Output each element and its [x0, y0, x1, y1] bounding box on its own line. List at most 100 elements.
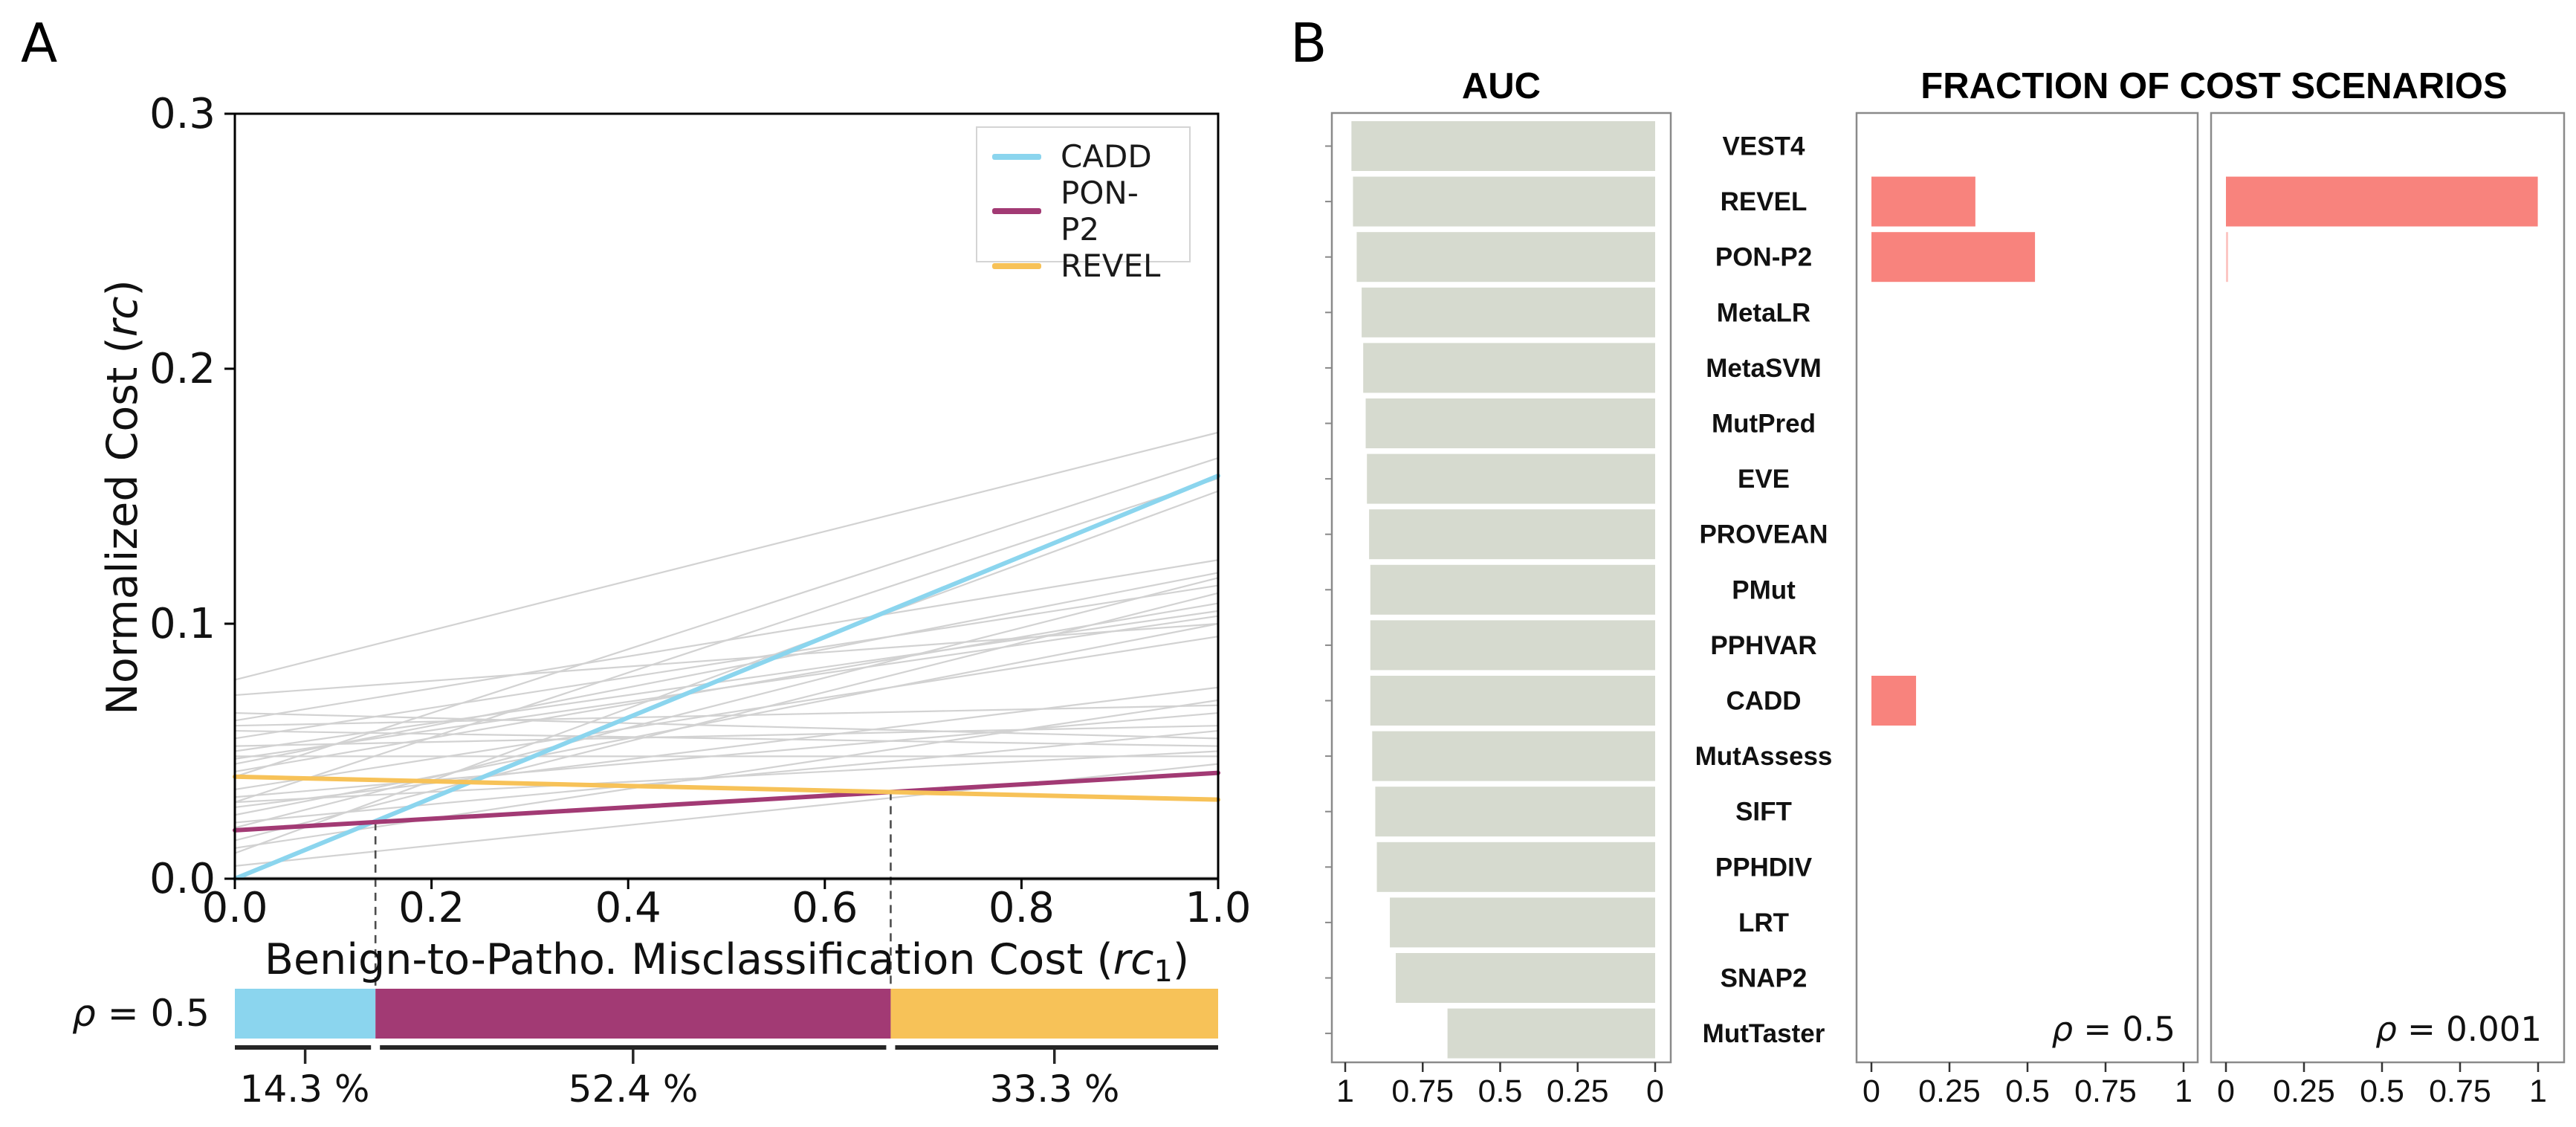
tool-label-PPHDIV: PPHDIV	[1715, 853, 1813, 882]
rho-annotation-value: = 0.001	[2396, 1010, 2542, 1049]
tool-label-PROVEAN: PROVEAN	[1699, 520, 1828, 549]
tool-label-SNAP2: SNAP2	[1721, 964, 1808, 993]
chart-frame	[2210, 112, 2566, 1064]
legend-row-cadd: CADD	[992, 138, 1174, 175]
ponp2-line-icon	[992, 208, 1041, 214]
auc-bar-PMut	[1370, 564, 1655, 615]
x-tick-label: 0.25	[2273, 1073, 2335, 1109]
y-tick-label: 0.1	[149, 600, 216, 648]
x-tick-label: 1	[1336, 1073, 1354, 1109]
fraction-bar-REVEL	[2226, 176, 2538, 227]
revel-line-icon	[992, 262, 1041, 269]
x-tick-label: 0.5	[1478, 1073, 1523, 1109]
scenario-line	[234, 711, 1219, 740]
panel-a-ylabel: Normalized Cost (rc)	[98, 88, 147, 906]
ylabel-rc: rc	[98, 296, 147, 338]
fraction-title: FRACTION OF COST SCENARIOS	[1920, 66, 2508, 106]
xlabel-post: )	[1172, 935, 1190, 984]
ruler-segment	[235, 1045, 372, 1050]
rho-symbol: ρ	[72, 992, 96, 1035]
scenario-line	[234, 636, 1219, 791]
panel-a-letter: A	[21, 12, 58, 74]
x-tick-label: 0.25	[1918, 1073, 1981, 1109]
tool-label-MutAssess: MutAssess	[1695, 742, 1833, 771]
y-tick-label: 0.2	[149, 345, 216, 393]
panel-a-xlabel: Benign-to-Patho. Misclassification Cost …	[265, 935, 1189, 989]
series-line-CADD	[233, 474, 1220, 881]
auc-bar-EVE	[1367, 453, 1655, 504]
scenario-line	[234, 592, 1219, 842]
panel-a-frame	[233, 112, 1220, 880]
x-tick-label: 0	[2217, 1073, 2235, 1109]
pct-label-revel: 33.3 %	[989, 1068, 1120, 1111]
tool-label-CADD: CADD	[1726, 687, 1801, 716]
scenario-line	[234, 622, 1219, 697]
x-tick-label: 0.25	[1547, 1073, 1609, 1109]
scenario-line	[234, 431, 1219, 681]
tool-label-PMut: PMut	[1732, 575, 1796, 604]
auc-bar-MutPred	[1365, 398, 1655, 448]
rho-value: = 0.5	[95, 992, 210, 1035]
y-tick-label: 0.3	[149, 90, 216, 138]
auc-bar-PPHDIV	[1376, 842, 1655, 892]
scenario-line	[234, 610, 1219, 752]
legend-row-revel: REVEL	[992, 248, 1174, 284]
auc-bar-MetaSVM	[1363, 343, 1655, 393]
auc-bar-PON-P2	[1356, 232, 1655, 282]
fraction-bar-CADD	[1871, 676, 1917, 726]
rho-annotation-right: ρ = 0.001	[2230, 1010, 2542, 1049]
x-tick-label: 0.5	[2005, 1073, 2050, 1109]
scenario-line	[234, 477, 1219, 804]
auc-bar-SIFT	[1375, 787, 1655, 837]
scenario-line	[234, 615, 1219, 760]
legend-label-cadd: CADD	[1061, 138, 1152, 175]
scenario-line	[234, 457, 1219, 778]
x-tick-label: 0	[1863, 1073, 1880, 1109]
y-tick-label: 0.0	[149, 855, 216, 903]
auc-bar-PPHVAR	[1370, 620, 1655, 671]
tool-label-VEST4: VEST4	[1723, 132, 1805, 161]
legend-row-ponp2: PON-P2	[992, 175, 1174, 248]
tool-label-EVE: EVE	[1738, 465, 1790, 494]
tool-label-MutTaster: MutTaster	[1703, 1019, 1825, 1048]
x-tick-label: 0.4	[595, 884, 661, 932]
auc-bar-MutTaster	[1447, 1008, 1655, 1059]
ylabel-pre: Normalized Cost (	[98, 337, 147, 715]
legend: CADD PON-P2 REVEL	[976, 126, 1191, 284]
rho-bar-segment-CADD	[235, 989, 376, 1039]
tool-label-SIFT: SIFT	[1735, 798, 1792, 827]
auc-bar-MutAssess	[1372, 731, 1655, 781]
x-tick-label: 1	[2175, 1073, 2192, 1109]
x-tick-label: 0.0	[201, 884, 268, 932]
rho-bar-segment-PON-P2	[375, 989, 891, 1039]
legend-label-ponp2: PON-P2	[1061, 175, 1139, 248]
x-tick-label: 0.5	[2360, 1073, 2404, 1109]
ylabel-post: )	[98, 280, 147, 297]
rho-annotation-value: = 0.5	[2073, 1010, 2175, 1049]
scenario-line	[234, 577, 1219, 829]
scenario-line	[234, 725, 1219, 747]
x-tick-label: 0.75	[2074, 1073, 2137, 1109]
tool-label-PON-P2: PON-P2	[1715, 243, 1812, 272]
cadd-line-icon	[992, 153, 1041, 160]
auc-bar-MetaLR	[1362, 287, 1655, 338]
scenario-line	[234, 686, 1219, 809]
fraction-bar-PON-P2	[2226, 232, 2228, 282]
auc-bar-REVEL	[1353, 176, 1655, 227]
auc-bar-PROVEAN	[1369, 509, 1655, 560]
series-line-REVEL	[233, 774, 1220, 802]
x-tick-label: 0.75	[2429, 1073, 2491, 1109]
tool-label-LRT: LRT	[1738, 908, 1789, 937]
x-tick-label: 1	[2529, 1073, 2547, 1109]
tool-label-PPHVAR: PPHVAR	[1710, 631, 1816, 660]
pct-label-ponp2: 52.4 %	[568, 1068, 699, 1111]
scenario-line	[234, 622, 1219, 816]
scenario-line	[234, 750, 1219, 804]
series-line-PON-P2	[233, 770, 1220, 833]
rho-symbol: ρ	[2051, 1010, 2074, 1049]
x-tick-label: 0.6	[792, 884, 858, 932]
x-tick-label: 0.8	[988, 884, 1055, 932]
fraction-bar-PON-P2	[1871, 232, 2036, 282]
scenario-line	[234, 584, 1219, 740]
